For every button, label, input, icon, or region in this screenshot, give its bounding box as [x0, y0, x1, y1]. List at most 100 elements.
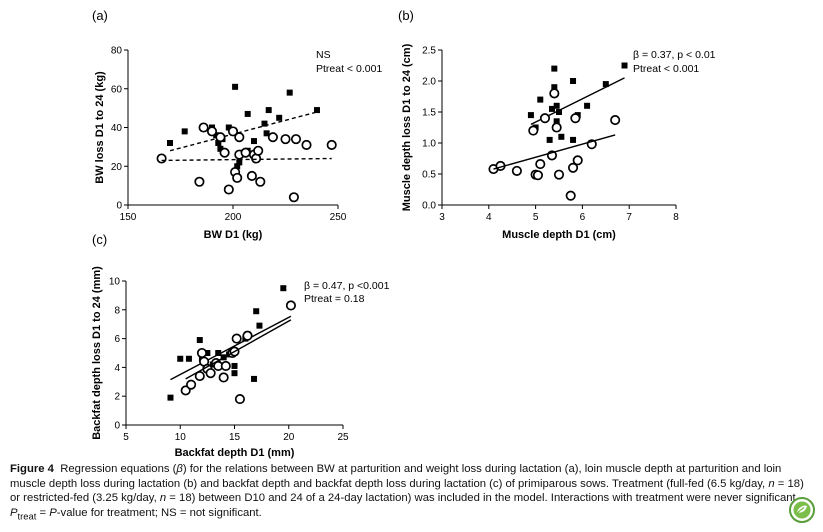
data-point-square	[570, 78, 577, 84]
data-point-circle	[280, 134, 291, 145]
data-point-circle	[290, 134, 302, 145]
data-point-square	[177, 355, 184, 362]
data-point-square	[181, 128, 188, 135]
data-point-circle	[572, 155, 583, 166]
data-point-square	[621, 62, 628, 69]
data-point-circle	[186, 379, 197, 390]
x-tick-label: 150	[120, 212, 137, 223]
panel-label: (b)	[398, 8, 414, 23]
data-point-square	[286, 89, 293, 96]
y-tick-label: 80	[111, 46, 123, 57]
data-point-square	[276, 114, 283, 121]
leaf-logo-icon	[789, 497, 815, 523]
data-point-circle	[551, 122, 562, 133]
data-point-circle	[220, 360, 231, 372]
data-point-circle	[240, 147, 251, 158]
data-point-square	[548, 105, 555, 112]
data-point-square	[251, 375, 258, 382]
y-tick-label: 2	[114, 392, 120, 403]
data-point-square	[215, 140, 222, 146]
annotation-text: Ptreat < 0.001	[316, 63, 382, 75]
data-point-circle	[156, 153, 167, 164]
caption-label: Figure 4	[10, 463, 54, 475]
data-point-square	[196, 337, 203, 344]
annotation-text: β = 0.37, p < 0.01	[633, 49, 716, 61]
x-tick-label: 200	[225, 212, 242, 223]
x-tick-label: 3	[439, 212, 445, 223]
caption-text-2: ) for the relations between BW at partur…	[10, 463, 782, 490]
trend-line	[170, 315, 292, 381]
caption-p-treat: P	[10, 506, 18, 519]
y-tick-label: 40	[111, 123, 123, 134]
data-point-circle	[565, 190, 576, 201]
y-tick-label: 8	[114, 305, 120, 316]
data-point-circle	[511, 165, 522, 176]
data-point-circle	[532, 170, 543, 181]
caption-beta: β	[176, 463, 183, 475]
trend-line	[161, 157, 332, 162]
chart-panel-3: (c) 5 10 15 20 25 0 2 4 6 8 10 Backfat depth D1 (mm)…	[91, 232, 390, 459]
data-point-circle	[194, 176, 205, 187]
data-point-circle	[539, 113, 551, 124]
y-axis-label: Backfat depth loss D1 to 24 (mm)	[91, 266, 103, 440]
panel-label: (c)	[92, 232, 107, 247]
data-point-square	[225, 124, 232, 131]
caption-text-3: = 18) or restricted-fed (3.25 kg/day,	[10, 477, 804, 505]
y-tick-label: 4	[114, 363, 120, 374]
data-point-circle	[223, 184, 234, 195]
y-tick-label: 6	[114, 334, 120, 345]
y-tick-label: 1.5	[422, 108, 436, 119]
y-tick-label: 1.0	[422, 139, 436, 150]
annotation-text: Ptreat < 0.001	[633, 63, 699, 75]
data-point-circle	[215, 132, 226, 143]
data-point-circle	[246, 170, 257, 181]
data-point-circle	[285, 300, 296, 311]
data-point-square	[558, 133, 565, 140]
data-point-circle	[194, 370, 205, 382]
data-point-circle	[301, 139, 312, 150]
y-axis-label: Muscle depth loss D1 to 24 (cm)	[401, 43, 413, 211]
x-tick-label: 4	[486, 212, 492, 223]
data-point-circle	[326, 139, 337, 150]
y-tick-label: 0.0	[422, 201, 436, 212]
data-point-square	[261, 120, 268, 127]
data-point-square	[217, 145, 224, 152]
y-axis-label: BW loss D1 to 24 (kg)	[94, 71, 106, 184]
x-tick-label: 20	[283, 432, 295, 443]
data-point-circle	[528, 125, 539, 136]
data-point-circle	[205, 368, 216, 379]
series-full-fed	[167, 285, 292, 401]
data-point-circle	[255, 176, 266, 187]
data-point-circle	[234, 394, 245, 405]
caption-text-5: =	[36, 506, 50, 519]
data-point-square	[553, 102, 560, 109]
data-point-square	[215, 350, 222, 356]
data-point-circle	[218, 372, 229, 383]
x-tick-label: 250	[330, 212, 347, 223]
x-axis-label: Muscle depth D1 (cm)	[502, 229, 616, 241]
data-point-square	[244, 110, 251, 117]
data-point-circle	[267, 132, 278, 143]
data-point-square	[231, 370, 238, 377]
annotation-text: β = 0.47, p <0.001	[304, 280, 390, 292]
data-point-circle	[570, 113, 581, 124]
data-point-square	[167, 394, 174, 401]
data-point-square	[584, 102, 591, 109]
data-point-circle	[196, 347, 207, 359]
data-point-circle	[242, 330, 253, 341]
data-point-square	[602, 81, 609, 88]
annotation-text: NS	[316, 49, 331, 61]
series-restricted-fed	[180, 300, 296, 405]
caption-n1: n	[768, 477, 775, 490]
caption-p-value: P	[49, 506, 57, 519]
x-tick-label: 25	[337, 432, 349, 443]
x-axis-label: BW D1 (kg)	[204, 229, 263, 241]
series-restricted-fed	[156, 122, 337, 203]
data-point-circle	[234, 132, 245, 143]
data-point-square	[251, 138, 257, 145]
y-tick-label: 0.5	[422, 170, 436, 181]
data-point-circle	[288, 192, 299, 203]
x-tick-label: 15	[229, 432, 241, 443]
data-point-square	[236, 159, 243, 166]
